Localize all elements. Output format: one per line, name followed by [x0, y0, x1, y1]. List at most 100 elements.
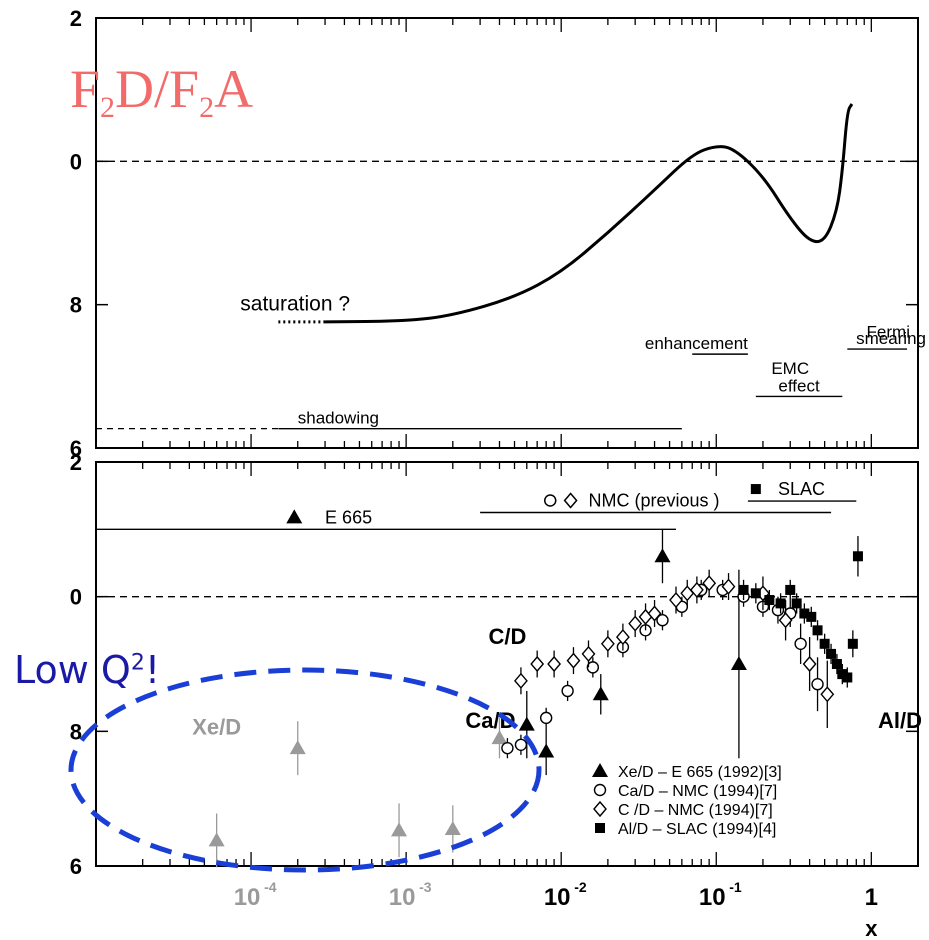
data-point-circle [794, 637, 807, 650]
data-point-diamond [530, 655, 545, 673]
y-tick-label: 0 [70, 149, 82, 174]
data-point-square [852, 551, 863, 562]
data-point-diamond [615, 628, 630, 646]
range-marker-square [750, 484, 761, 495]
data-point-diamond [593, 800, 607, 818]
ratio-curve [325, 103, 854, 324]
y-tick-label: 8 [70, 293, 82, 318]
data-point-triangle [391, 822, 408, 837]
data-point-diamond [600, 635, 615, 652]
data-point-square [847, 638, 858, 649]
data-point-triangle [208, 832, 225, 847]
y-tick-label: 2 [70, 6, 82, 31]
data-point-square [826, 648, 837, 659]
x-tick-label-exponent: -2 [574, 879, 587, 895]
data-point-diamond [581, 645, 596, 662]
data-point-square [842, 672, 853, 683]
x-axis-label: x [865, 916, 878, 940]
x-tick-label: 1 [865, 884, 878, 911]
x-tick-label-exponent: -4 [264, 879, 277, 895]
data-point-circle [586, 661, 600, 674]
x-tick-label-base: 10 [234, 884, 261, 911]
region-label: saturation ? [240, 292, 350, 315]
data-point-triangle [592, 686, 609, 701]
x-tick-label-base: 10 [544, 884, 571, 911]
data-point-circle [514, 738, 528, 751]
range-marker-triangle [286, 509, 303, 524]
data-point-diamond [778, 612, 793, 629]
x-tick-label-base: 10 [389, 884, 416, 911]
x-tick-label-base: 10 [699, 884, 726, 911]
curve-label: Al/D [878, 708, 922, 733]
data-point-triangle [444, 820, 461, 835]
data-point-diamond [547, 655, 562, 673]
x-tick-label-exponent: -3 [419, 879, 432, 895]
data-point-diamond [647, 605, 662, 622]
curve-label: Xe/D [192, 715, 241, 740]
data-point-square [764, 595, 775, 606]
data-point-circle [561, 684, 574, 698]
region-label: smearing [856, 329, 926, 348]
x-tick-label: 10 -4 [234, 879, 277, 911]
range-label: SLAC [778, 479, 825, 499]
region-label: EMC [771, 359, 809, 378]
region-label: Fermi [867, 323, 910, 342]
data-point-diamond [628, 615, 643, 632]
low-q-annotation: Low Q2! [14, 648, 161, 692]
data-point-square [738, 584, 749, 595]
x-tick-label: 10 -1 [699, 879, 742, 911]
data-point-triangle [518, 716, 535, 731]
data-point-circle [811, 678, 824, 691]
data-point-square [750, 588, 761, 599]
data-point-triangle [491, 730, 508, 745]
region-label: enhancement [645, 334, 748, 353]
x-tick-label: 10 -3 [389, 879, 432, 911]
range-label: E 665 [325, 507, 372, 527]
data-point-circle [593, 783, 607, 797]
data-point-circle [539, 711, 553, 725]
data-point-square [799, 608, 810, 619]
data-point-diamond [514, 672, 528, 689]
range-marker-diamond [563, 492, 578, 509]
data-point-triangle [654, 548, 671, 563]
legend-entry: C /D – NMC (1994)[7] [618, 802, 773, 819]
data-point-diamond [566, 652, 581, 669]
data-point-square [831, 659, 842, 669]
region-label: effect [778, 376, 820, 395]
data-point-circle [656, 614, 669, 627]
legend-entry: Xe/D – E 665 (1992)[3] [618, 764, 782, 781]
data-point-triangle [592, 763, 608, 777]
legend-entry: Ca/D – NMC (1994)[7] [618, 783, 777, 800]
range-marker-circle [543, 494, 557, 507]
data-point-square [812, 625, 823, 636]
data-point-triangle [538, 743, 555, 758]
data-point-square [806, 611, 817, 622]
chart-title: F2D/F2A [70, 59, 254, 124]
data-point-diamond [702, 575, 717, 592]
x-tick-label: 10 -2 [544, 879, 587, 911]
data-point-diamond [820, 686, 835, 703]
region-label: shadowing [298, 409, 379, 428]
data-point-square [785, 584, 796, 595]
top-panel: 2 0 8 6 saturation ? shadowing enhancement EMCe… [70, 6, 926, 461]
x-tick-label-exponent: -1 [729, 879, 742, 895]
data-point-square [595, 823, 605, 833]
plot-frame [95, 17, 919, 449]
data-point-circle [501, 741, 514, 755]
y-tick-label: 0 [70, 585, 82, 610]
y-tick-label: 6 [70, 436, 82, 461]
low-q-ellipse [68, 667, 542, 873]
data-point-square [819, 638, 830, 649]
data-point-triangle [289, 740, 306, 755]
data-point-square [791, 598, 802, 609]
plot-frame [95, 461, 919, 867]
data-point-diamond [669, 591, 683, 609]
y-tick-label: 8 [70, 719, 82, 744]
y-tick-label: 6 [70, 854, 82, 879]
data-point-diamond [689, 581, 704, 599]
legend-entry: Al/D – SLAC (1994)[4] [618, 821, 776, 838]
range-label: NMC (previous ) [588, 491, 719, 511]
data-point-diamond [721, 578, 736, 595]
